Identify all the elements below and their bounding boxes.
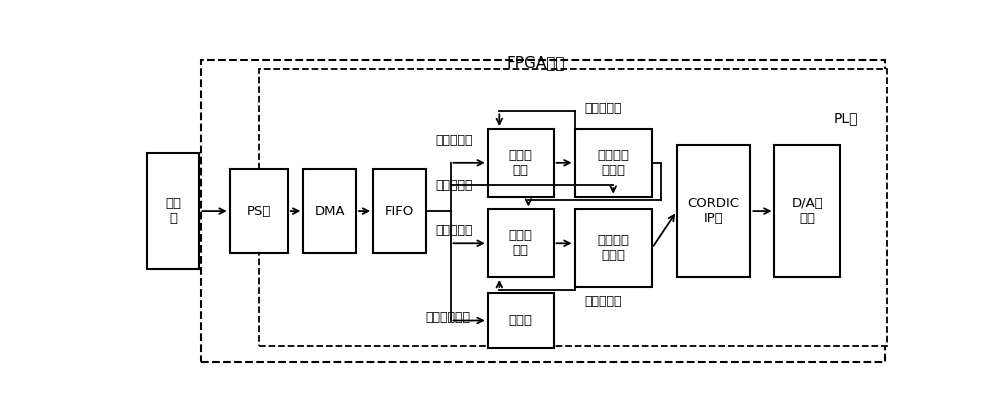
Bar: [230, 169, 288, 253]
Text: 脉内周期个数: 脉内周期个数: [426, 311, 471, 324]
Text: CORDIC
IP核: CORDIC IP核: [688, 197, 740, 225]
Text: 计数器: 计数器: [509, 314, 533, 327]
Text: 第一全
加器: 第一全 加器: [509, 149, 533, 177]
Bar: [677, 145, 750, 277]
Text: D/A转
换器: D/A转 换器: [792, 197, 823, 225]
Bar: [259, 69, 887, 346]
Bar: [303, 169, 356, 253]
Text: 第二全
加器: 第二全 加器: [509, 229, 533, 257]
Text: FIFO: FIFO: [385, 204, 414, 218]
Bar: [488, 293, 554, 348]
Text: 相位累加
寄存器: 相位累加 寄存器: [597, 234, 629, 262]
Bar: [574, 129, 652, 196]
Text: FPGA模块: FPGA模块: [507, 56, 565, 71]
Text: 上位
机: 上位 机: [165, 197, 181, 225]
Bar: [488, 129, 554, 196]
Bar: [774, 145, 840, 277]
Text: 相位累加器: 相位累加器: [585, 296, 622, 308]
Bar: [574, 209, 652, 287]
Text: 频率累加
寄存器: 频率累加 寄存器: [597, 149, 629, 177]
Text: 起始相位字: 起始相位字: [435, 224, 473, 237]
Text: PL端: PL端: [834, 111, 858, 125]
Text: 频率步进字: 频率步进字: [435, 134, 473, 147]
Bar: [373, 169, 426, 253]
Text: DMA: DMA: [314, 204, 345, 218]
Text: PS端: PS端: [246, 204, 271, 218]
Text: 频率累加器: 频率累加器: [585, 102, 622, 115]
Bar: [147, 153, 199, 269]
Bar: [488, 209, 554, 277]
Text: 起始频率字: 起始频率字: [435, 179, 473, 192]
Bar: [201, 60, 885, 362]
